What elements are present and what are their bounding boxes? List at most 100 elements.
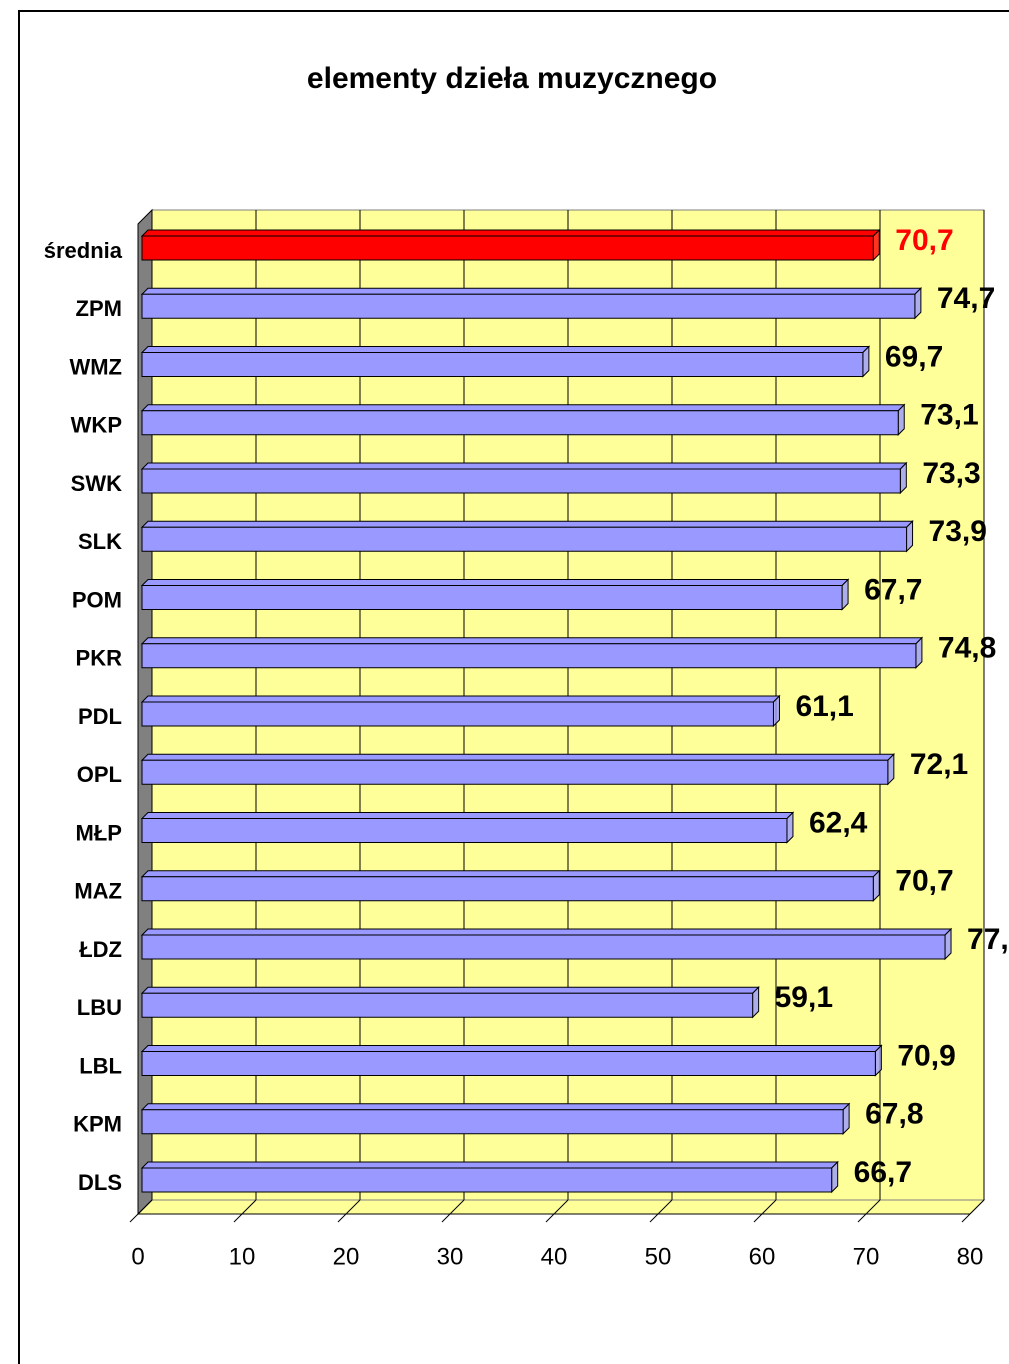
bar-side [944,927,952,961]
bar-top [140,346,871,353]
bar-top [140,928,953,936]
grid-line [865,1199,881,1215]
data-label: 67,7 [864,573,922,606]
bar [141,526,908,552]
data-label: 66,7 [854,1156,912,1189]
bar-top [140,229,881,237]
data-label: 73,3 [922,457,980,490]
bar-side [874,1044,882,1077]
y-tick-label: LBU [77,995,122,1020]
grid-line [761,1199,777,1215]
bar [141,759,889,785]
bar-side [872,869,880,902]
x-tick-label: 60 [749,1243,776,1270]
x-tick-label: 30 [437,1243,464,1270]
y-tick-label: PDL [78,704,122,729]
bar-side [786,811,794,844]
bar-top [140,986,760,994]
y-tick-label: MAZ [74,879,122,904]
grid-line [137,1199,153,1215]
chart-title: elementy dzieła muzycznego [307,62,717,95]
grid-line [449,1199,465,1215]
y-tick-label: PKR [76,646,123,671]
bar-top [140,753,896,761]
y-tick-label: OPL [77,762,122,787]
bar [141,1109,844,1135]
bar-side [752,986,760,1019]
bar [141,992,754,1018]
x-tick-label: 70 [853,1243,880,1270]
grid-line [657,1199,673,1215]
data-label: 69,7 [885,340,943,373]
x-tick-label: 0 [131,1243,144,1270]
data-label: 74,7 [937,282,995,315]
x-tick-label: 10 [229,1243,256,1270]
grid-line [553,1199,569,1215]
data-label: 62,4 [809,806,868,839]
y-tick-label: LBL [79,1053,122,1078]
bar-side [842,1102,850,1135]
bar-top [140,287,923,295]
y-tick-label: ZPM [76,296,122,321]
bar-top [140,579,850,586]
bar-side [841,578,849,611]
y-tick-label: SLK [78,529,122,554]
bar-top [140,520,914,528]
bar [141,701,774,727]
bar-side [831,1160,839,1194]
tick-mark [649,1213,659,1223]
bar-top [140,695,781,703]
grid-line [241,1199,257,1215]
bar-top [140,1161,839,1169]
bar-side [897,403,905,436]
data-label: 77,6 [967,923,1009,956]
bar-side [887,753,895,786]
bar [141,293,916,319]
data-label: 74,8 [938,632,996,665]
data-label: 72,1 [910,748,968,781]
bar-side [772,694,780,728]
bar-top [140,1103,851,1111]
bar-top [140,1045,883,1052]
bar [141,643,917,669]
bar-side [872,228,880,262]
tick-mark [441,1213,451,1223]
data-label: 59,1 [775,981,833,1014]
tick-mark [337,1213,347,1223]
data-label: 70,7 [895,224,953,257]
bar [141,876,874,902]
bar [141,934,946,960]
x-tick-label: 20 [333,1243,360,1270]
data-label: 61,1 [795,690,853,723]
tick-mark [753,1213,763,1223]
bar [141,585,843,610]
data-label: 70,7 [895,865,953,898]
bar [141,818,788,843]
data-label: 70,9 [897,1039,955,1072]
tick-mark [233,1213,243,1223]
grid-line [345,1199,361,1215]
y-tick-label: WKP [71,413,122,438]
bar-side [899,461,907,495]
y-tick-label: KPM [73,1112,122,1137]
bar-top [140,637,924,645]
bar [141,235,874,261]
y-tick-label: DLS [78,1170,122,1195]
tick-mark [545,1213,555,1223]
x-tick-label: 40 [541,1243,568,1270]
bar-top [140,404,906,412]
y-tick-label: POM [72,587,122,612]
bar [141,1167,833,1193]
y-tick-label: średnia [44,238,123,263]
x-tick-label: 50 [645,1243,672,1270]
bar-side [906,520,914,553]
y-tick-label: MŁP [76,820,122,845]
bar-side [915,636,923,669]
plot-area: 0 10 20 30 40 50 60 70 80 średnia 70,7 ZPM 74,7 WMZ 69… [44,208,1009,1270]
grid-line [969,1199,985,1215]
tick-mark [857,1213,867,1223]
data-label: 67,8 [865,1098,923,1131]
tick-mark [961,1213,971,1223]
